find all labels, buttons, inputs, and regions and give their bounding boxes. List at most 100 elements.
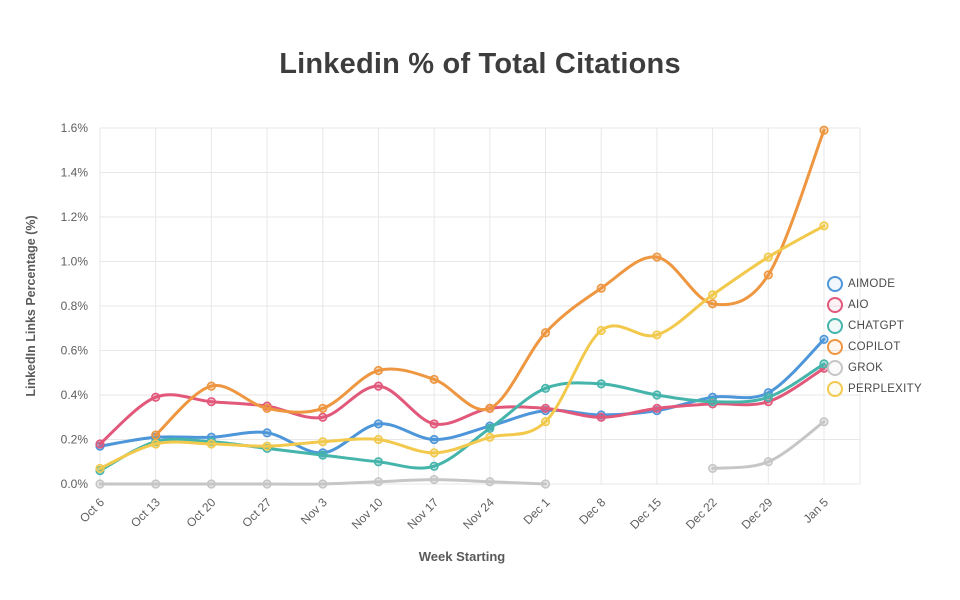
legend-label: GROK: [848, 362, 884, 374]
data-point-marker[interactable]: [708, 290, 718, 300]
legend-swatch-icon: [827, 276, 843, 292]
data-point-marker[interactable]: [318, 437, 328, 447]
data-point-marker[interactable]: [206, 439, 216, 449]
data-point-marker[interactable]: [652, 390, 662, 400]
data-point-marker[interactable]: [262, 441, 272, 451]
data-point-marker[interactable]: [763, 252, 773, 262]
data-point-marker[interactable]: [540, 417, 551, 427]
data-point-marker[interactable]: [763, 457, 773, 467]
data-point-marker[interactable]: [262, 428, 272, 438]
data-point-marker[interactable]: [596, 412, 606, 422]
data-point-marker[interactable]: [429, 474, 439, 485]
x-tick-label: Dec 15: [627, 495, 664, 532]
data-point-marker[interactable]: [373, 381, 384, 391]
data-point-marker[interactable]: [485, 432, 495, 442]
x-tick-label: Nov 17: [404, 495, 441, 532]
x-tick-label: Dec 29: [739, 495, 776, 532]
y-tick-label: 1.0%: [61, 255, 89, 269]
x-tick-label: Oct 13: [128, 495, 163, 530]
legend-swatch-icon: [827, 381, 843, 397]
legend-swatch-icon: [827, 360, 843, 376]
x-axis: Oct 6 Oct 13 Oct 20 Oct 27 Nov 3 Nov 10 Nov 17…: [77, 495, 831, 532]
data-point-marker[interactable]: [763, 270, 773, 280]
data-point-marker[interactable]: [596, 283, 606, 293]
data-point-marker[interactable]: [429, 461, 439, 471]
data-point-marker[interactable]: [429, 374, 439, 385]
data-point-marker[interactable]: [429, 448, 439, 458]
data-point-marker[interactable]: [819, 334, 829, 344]
data-point-marker[interactable]: [540, 479, 551, 489]
data-point-marker[interactable]: [318, 479, 328, 489]
data-point-marker[interactable]: [373, 477, 384, 487]
x-tick-label: Oct 27: [239, 495, 274, 530]
x-axis-title: Week Starting: [418, 549, 506, 564]
data-point-marker[interactable]: [819, 221, 829, 231]
data-point-marker[interactable]: [540, 328, 551, 338]
legend-swatch-icon: [827, 318, 843, 334]
data-point-marker[interactable]: [318, 403, 328, 413]
data-point-marker[interactable]: [708, 463, 718, 474]
series-line: [711, 420, 826, 470]
data-point-marker[interactable]: [318, 450, 328, 460]
legend-item-aio[interactable]: AIO: [827, 297, 922, 313]
data-point-marker[interactable]: [206, 479, 216, 489]
legend-item-chatgpt[interactable]: CHATGPT: [827, 318, 922, 334]
data-point-marker[interactable]: [540, 403, 551, 413]
y-axis-title: LinkedIn Links Percentage (%): [24, 215, 38, 397]
data-point-marker[interactable]: [708, 299, 718, 309]
data-point-marker[interactable]: [151, 439, 161, 449]
data-point-marker[interactable]: [763, 392, 773, 402]
data-point-marker[interactable]: [652, 330, 662, 340]
legend-item-grok[interactable]: GROK: [827, 360, 922, 376]
y-tick-label: 0.0%: [61, 477, 89, 491]
series-copilot: [151, 125, 829, 440]
legend-item-aimode[interactable]: AIMODE: [827, 276, 922, 292]
data-point-marker[interactable]: [318, 412, 328, 422]
x-tick-label: Dec 8: [576, 495, 608, 527]
data-point-marker[interactable]: [429, 419, 439, 429]
data-point-marker[interactable]: [596, 379, 606, 389]
data-point-marker[interactable]: [373, 434, 384, 445]
series-aimode: [95, 334, 829, 458]
data-point-marker[interactable]: [652, 403, 662, 413]
series-grok: [95, 417, 829, 489]
data-point-marker[interactable]: [373, 419, 384, 429]
legend-swatch-icon: [827, 339, 843, 355]
data-point-marker[interactable]: [373, 365, 384, 376]
legend-label: AIO: [848, 299, 869, 311]
data-point-marker[interactable]: [485, 403, 495, 413]
data-point-marker[interactable]: [485, 477, 495, 487]
y-tick-label: 0.8%: [61, 299, 89, 313]
y-tick-label: 0.6%: [61, 344, 89, 358]
data-point-marker[interactable]: [596, 325, 606, 336]
data-point-marker[interactable]: [373, 457, 384, 467]
data-point-marker[interactable]: [151, 392, 161, 402]
x-tick-label: Nov 10: [349, 495, 386, 532]
data-point-marker[interactable]: [206, 381, 216, 391]
data-point-marker[interactable]: [151, 430, 161, 440]
y-tick-label: 1.2%: [61, 210, 89, 224]
data-point-marker[interactable]: [262, 403, 272, 413]
legend-label: AIMODE: [848, 278, 896, 290]
data-point-marker[interactable]: [708, 397, 718, 407]
data-point-marker[interactable]: [151, 479, 161, 489]
y-tick-label: 0.2%: [61, 433, 89, 447]
legend-item-perplexity[interactable]: PERPLEXITY: [827, 381, 922, 397]
series-perplexity: [95, 221, 829, 474]
data-point-marker[interactable]: [540, 383, 551, 393]
data-point-marker[interactable]: [206, 397, 216, 407]
data-point-marker[interactable]: [485, 423, 495, 433]
data-point-marker[interactable]: [819, 417, 829, 427]
data-point-marker[interactable]: [95, 463, 105, 474]
x-tick-label: Oct 6: [77, 495, 107, 525]
data-point-marker[interactable]: [95, 439, 105, 449]
legend-swatch-icon: [827, 297, 843, 313]
data-point-marker[interactable]: [95, 479, 105, 489]
legend-item-copilot[interactable]: COPILOT: [827, 339, 922, 355]
data-point-marker[interactable]: [262, 479, 272, 489]
chart-legend: AIMODE AIO CHATGPT COPILOT GROK PERPLEXITY: [827, 276, 922, 397]
data-point-marker[interactable]: [429, 434, 439, 445]
data-point-marker[interactable]: [819, 125, 829, 135]
data-point-marker[interactable]: [652, 252, 662, 262]
